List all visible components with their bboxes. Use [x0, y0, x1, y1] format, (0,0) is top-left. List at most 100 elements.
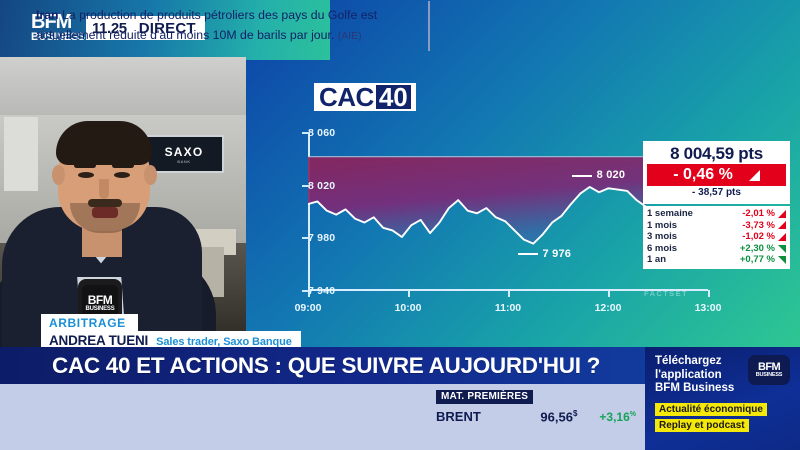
guest-eye-right — [114, 172, 130, 178]
ticker-market-row: BRENT 96,56$ +3,16% — [436, 409, 636, 424]
guest-eyebrow-right — [112, 163, 134, 168]
guest-ear-left — [52, 165, 65, 185]
chart-x-tick — [508, 290, 510, 297]
chart-y-tick — [302, 290, 309, 292]
quote-delta-points: - 38,57 pts — [692, 187, 741, 198]
promo-bfm-logo: BFM BUSINESS — [748, 355, 790, 385]
chart-x-tick-label: 09:00 — [294, 302, 322, 314]
quote-period-change: -1,02 % — [742, 231, 775, 243]
logo-bfm-text: BFM — [31, 11, 72, 33]
arrow-down-icon — [748, 169, 760, 181]
arrow-up-icon — [778, 256, 786, 265]
callout-high-leader — [571, 174, 592, 177]
guest-moustache — [88, 199, 122, 207]
guest-role: Sales trader, Saxo Banque — [156, 336, 292, 348]
quote-performance-row: 3 mois -1,02 % — [647, 231, 786, 243]
quote-main-block: 8 004,59 pts - 0,46 % - 38,57 pts — [643, 141, 790, 204]
chart-callout-low: 7 976 — [517, 248, 572, 261]
quote-points-value: 8 004,59 pts — [670, 144, 763, 163]
logo-business-text: BUSINESS — [31, 31, 85, 43]
ticker-news-body: La production de produits pétroliers des… — [36, 8, 378, 42]
callout-low-leader — [517, 253, 538, 256]
chart-x-tick — [408, 290, 410, 297]
quote-period-label: 6 mois — [647, 242, 678, 254]
chart-y-tick — [302, 184, 309, 187]
chart-x-tick-label: 11:00 — [494, 302, 522, 314]
ticker-instrument-name: BRENT — [436, 409, 481, 425]
chart-source-label: FACTSET — [644, 289, 688, 298]
quote-period-change: -3,73 % — [742, 219, 775, 231]
ticker-instrument-price: 96,56$ — [540, 409, 578, 425]
time-and-live-pill: 11.25 DIRECT — [86, 16, 205, 40]
promo-line-3: BFM Business — [655, 382, 735, 394]
channel-header: BFM BUSINESS 11.25 DIRECT — [0, 0, 800, 58]
chart-x-tick-label: 10:00 — [394, 302, 422, 314]
ticker-divider — [428, 1, 430, 51]
chart-x-tick — [608, 290, 610, 297]
guest-ear-right — [144, 165, 157, 185]
quote-percent-value: - 0,46 % — [673, 166, 733, 183]
quote-period-label: 3 mois — [647, 231, 678, 243]
promo-logo-bfm-text: BFM — [757, 361, 781, 373]
promo-tag-replay: Replay et podcast — [655, 419, 749, 432]
saxo-sign-title: SAXO — [164, 144, 204, 159]
quote-period-label: 1 semaine — [647, 208, 693, 219]
bfm-business-logo: BFM BUSINESS — [31, 11, 85, 45]
quote-performance-row: 1 an +0,77 % — [647, 254, 786, 266]
chart-y-axis — [308, 133, 310, 291]
guest-name: ANDREA TUENI — [49, 333, 149, 348]
callout-low-value: 7 976 — [542, 248, 572, 261]
chart-area-fill — [308, 156, 646, 244]
app-promo-panel[interactable]: Téléchargez l'application BFM Business B… — [645, 347, 800, 450]
promo-line-2: l'application — [655, 368, 722, 381]
quote-performance-table: 1 semaine -2,01 % 1 mois -3,73 % 3 mois -1,02… — [643, 206, 790, 269]
ticker-instrument-change: +3,16% — [599, 410, 636, 425]
chart-x-tick — [308, 290, 310, 297]
ticker-category-badge: MAT. PREMIÈRES — [436, 390, 534, 404]
live-badge: DIRECT — [138, 19, 196, 37]
news-ticker-bar — [0, 384, 645, 450]
quote-period-change: +2,30 % — [739, 242, 775, 254]
headline-text: CAC 40 ET ACTIONS : QUE SUIVRE AUJOURD'H… — [52, 352, 601, 378]
chart-x-tick-label: 13:00 — [694, 302, 722, 314]
quote-performance-row: 6 mois +2,30 % — [647, 243, 786, 255]
quote-performance-row: 1 semaine -2,01 % — [647, 208, 786, 220]
guest-identity-bar: ANDREA TUENI Sales trader, Saxo Banque — [41, 331, 301, 351]
guest-hair — [56, 121, 152, 165]
chart-plot-area — [307, 133, 708, 291]
cac40-logo: CAC 40 — [314, 83, 416, 111]
chart-y-tick — [302, 237, 309, 240]
scene-ceiling — [0, 57, 246, 121]
segment-badge: ARBITRAGE — [41, 314, 138, 332]
cac40-logo-cac: CAC — [314, 83, 376, 111]
arrow-up-icon — [778, 244, 786, 253]
arrow-down-icon — [778, 232, 786, 241]
mic-flag-bfm-text: BFM — [87, 292, 113, 307]
arrow-down-icon — [778, 221, 786, 230]
saxo-bank-sign: SAXO BANK — [144, 135, 224, 173]
promo-tag-news: Actualité économique — [655, 403, 767, 416]
quote-period-change: -2,01 % — [742, 208, 775, 219]
promo-text: Téléchargez l'application BFM Business — [655, 355, 734, 396]
quote-performance-row: 1 mois -3,73 % — [647, 220, 786, 232]
chart-callout-high: 8 020 — [571, 169, 626, 181]
guest-eyebrow-left — [74, 163, 96, 168]
scene-window — [4, 117, 38, 191]
ticker-news-tag: Iran — [36, 8, 59, 22]
promo-line-1: Téléchargez — [655, 355, 722, 367]
guest-nose — [99, 179, 109, 199]
chart-price-line — [307, 186, 647, 245]
chart-y-tick — [302, 132, 309, 134]
quote-period-label: 1 an — [647, 254, 667, 266]
saxo-sign-subtitle: BANK — [177, 158, 191, 164]
chart-panel: CAC 40 — [246, 57, 800, 349]
chart-svg — [307, 156, 647, 245]
ticker-news-source: (AIE) — [337, 30, 362, 42]
chart-x-tick — [708, 290, 710, 297]
quote-period-label: 1 mois — [647, 219, 678, 231]
ticker-news-text: Iran La production de produits pétrolier… — [36, 5, 426, 46]
mic-flag-business-text: BUSINESS — [85, 305, 115, 312]
promo-logo-business-text: BUSINESS — [755, 372, 783, 378]
